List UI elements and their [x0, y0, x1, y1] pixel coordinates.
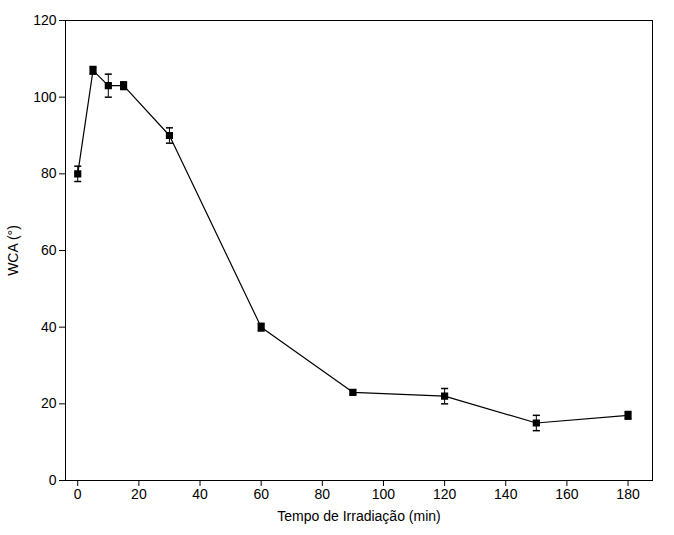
svg-text:80: 80 — [315, 486, 331, 502]
svg-text:180: 180 — [616, 486, 640, 502]
svg-text:80: 80 — [41, 165, 57, 181]
svg-text:120: 120 — [433, 486, 457, 502]
svg-text:60: 60 — [253, 486, 269, 502]
svg-text:20: 20 — [41, 395, 57, 411]
svg-text:100: 100 — [33, 89, 57, 105]
svg-text:20: 20 — [131, 486, 147, 502]
svg-text:160: 160 — [555, 486, 579, 502]
svg-text:40: 40 — [192, 486, 208, 502]
svg-text:0: 0 — [49, 472, 57, 488]
svg-text:40: 40 — [41, 319, 57, 335]
svg-text:60: 60 — [41, 242, 57, 258]
svg-text:WCA (°): WCA (°) — [5, 225, 21, 276]
svg-text:100: 100 — [372, 486, 396, 502]
svg-text:120: 120 — [33, 12, 57, 28]
svg-text:140: 140 — [494, 486, 518, 502]
svg-text:0: 0 — [74, 486, 82, 502]
svg-text:Tempo de Irradiação (min): Tempo de Irradiação (min) — [277, 508, 440, 524]
